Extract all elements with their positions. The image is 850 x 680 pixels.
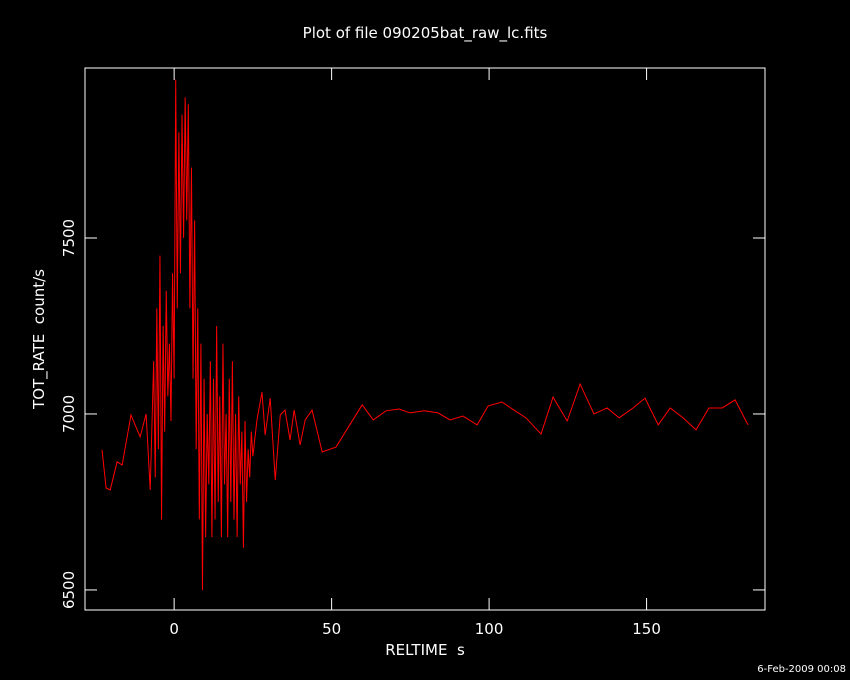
- y-tick-label: 6500: [60, 571, 78, 609]
- x-axis-label: RELTIME s: [385, 641, 465, 659]
- x-tick-label: 50: [322, 620, 341, 638]
- y-tick-label: 7000: [60, 395, 78, 433]
- y-axis-label: TOT_RATE count/s: [30, 269, 49, 410]
- chart-title: Plot of file 090205bat_raw_lc.fits: [303, 24, 548, 43]
- plot-frame: [84, 67, 766, 611]
- x-tick-label: 100: [475, 620, 504, 638]
- data-line: [101, 79, 749, 590]
- x-tick-label: 0: [169, 620, 179, 638]
- footer-timestamp: 6-Feb-2009 00:08: [757, 664, 846, 675]
- y-tick-label: 7500: [60, 219, 78, 257]
- x-tick-label: 150: [632, 620, 661, 638]
